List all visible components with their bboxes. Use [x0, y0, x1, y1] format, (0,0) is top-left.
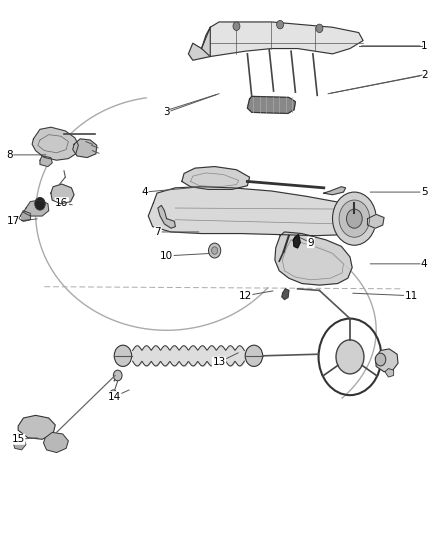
- Text: 11: 11: [404, 290, 418, 301]
- Text: 7: 7: [155, 227, 161, 237]
- Polygon shape: [51, 184, 74, 204]
- Circle shape: [336, 340, 364, 374]
- Polygon shape: [275, 232, 352, 285]
- Circle shape: [35, 197, 45, 210]
- Text: 4: 4: [141, 187, 148, 197]
- Polygon shape: [182, 166, 250, 189]
- Polygon shape: [18, 415, 55, 439]
- Polygon shape: [201, 22, 363, 56]
- Polygon shape: [188, 27, 210, 60]
- Circle shape: [332, 192, 376, 245]
- Text: 9: 9: [307, 238, 314, 247]
- Polygon shape: [40, 156, 52, 166]
- Text: 5: 5: [421, 187, 427, 197]
- Text: 16: 16: [55, 198, 68, 208]
- Polygon shape: [385, 368, 394, 377]
- Circle shape: [316, 24, 323, 33]
- Circle shape: [277, 20, 284, 29]
- Polygon shape: [73, 139, 97, 158]
- Polygon shape: [158, 205, 175, 228]
- Polygon shape: [43, 432, 68, 453]
- Circle shape: [339, 200, 370, 237]
- Text: 14: 14: [108, 392, 121, 402]
- Polygon shape: [293, 235, 300, 248]
- Polygon shape: [32, 127, 78, 160]
- Circle shape: [346, 209, 362, 228]
- Polygon shape: [19, 211, 30, 221]
- Polygon shape: [23, 200, 49, 216]
- Circle shape: [245, 345, 263, 367]
- Text: 13: 13: [212, 357, 226, 367]
- Circle shape: [110, 390, 117, 398]
- Text: 15: 15: [11, 434, 25, 445]
- Circle shape: [212, 247, 218, 254]
- Text: 3: 3: [163, 107, 170, 117]
- Polygon shape: [282, 289, 289, 300]
- Circle shape: [208, 243, 221, 258]
- Polygon shape: [247, 96, 295, 114]
- Text: 1: 1: [421, 41, 427, 51]
- Text: 4: 4: [421, 259, 427, 269]
- Circle shape: [114, 345, 132, 367]
- Text: 8: 8: [6, 150, 13, 160]
- Text: 17: 17: [7, 216, 21, 227]
- Polygon shape: [324, 187, 346, 195]
- Text: 2: 2: [421, 70, 427, 80]
- Circle shape: [233, 22, 240, 30]
- Text: 10: 10: [160, 251, 173, 261]
- Polygon shape: [13, 434, 26, 450]
- Text: 12: 12: [239, 290, 252, 301]
- Circle shape: [375, 353, 386, 366]
- Circle shape: [113, 370, 122, 381]
- Polygon shape: [375, 349, 398, 372]
- Polygon shape: [367, 214, 384, 228]
- Polygon shape: [148, 187, 363, 236]
